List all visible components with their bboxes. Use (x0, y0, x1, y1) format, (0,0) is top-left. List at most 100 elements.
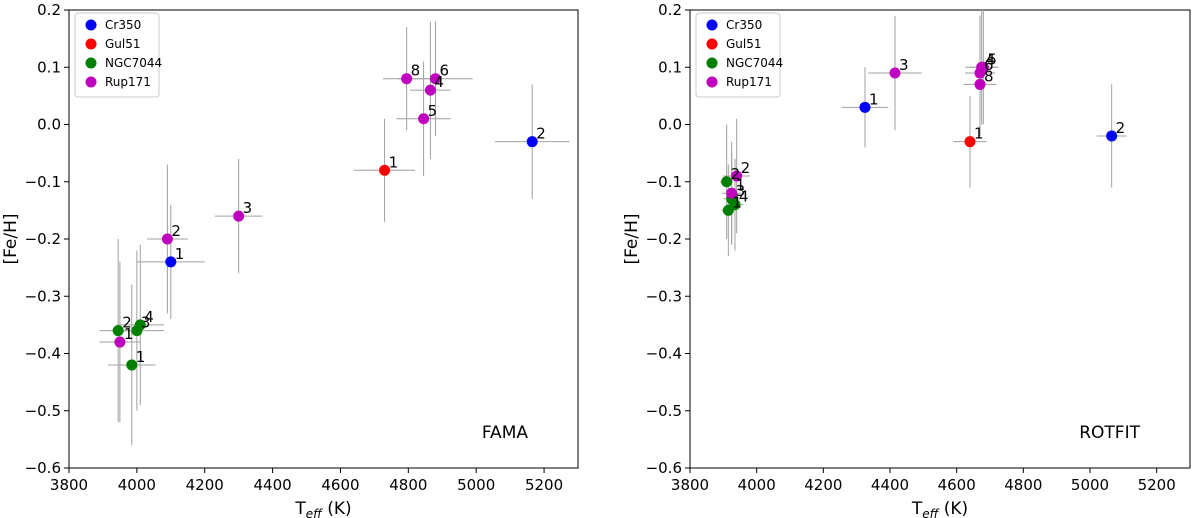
data-point (526, 136, 538, 148)
data-point (729, 199, 741, 211)
y-tick-label: −0.1 (646, 173, 682, 191)
y-tick-label: −0.2 (25, 230, 61, 248)
x-tick-label: 4800 (389, 476, 427, 494)
y-tick-label: −0.4 (25, 345, 61, 363)
y-tick-label: −0.1 (25, 173, 61, 191)
legend-box (74, 12, 160, 98)
panel-title: ROTFIT (1079, 423, 1140, 443)
legend-marker (706, 38, 718, 50)
y-tick-label: −0.4 (646, 345, 682, 363)
point-label: 2 (171, 222, 181, 240)
point-label: 1 (736, 176, 746, 194)
point-label: 2 (741, 159, 751, 177)
legend-marker (85, 76, 97, 88)
point-label: 4 (144, 308, 154, 326)
fama-panel: 3800 4000 4200 4400 4600 4800 5000 5200 −0.6 −0.5… (1, 1, 579, 518)
data-point (424, 84, 436, 96)
point-label: 8 (984, 67, 994, 85)
data-point (233, 210, 245, 222)
x-tick-label: 5000 (457, 476, 495, 494)
legend-label: Gul51 (105, 37, 141, 51)
x-tick-label: 4600 (321, 476, 359, 494)
legend-label: Rup171 (105, 75, 151, 89)
data-point (418, 113, 430, 125)
data-point (726, 187, 738, 199)
point-label: 1 (732, 193, 742, 211)
x-tick-label: 4000 (738, 476, 776, 494)
panel-title: FAMA (482, 423, 529, 443)
legend-label: Cr350 (105, 18, 141, 32)
legend-marker (706, 57, 718, 69)
x-tick-label: 4400 (254, 476, 292, 494)
point-label: 5 (428, 102, 438, 120)
point-label: 2 (731, 165, 741, 183)
y-tick-label: 0.0 (37, 116, 61, 134)
point-label: 6 (984, 56, 994, 74)
data-point (401, 73, 413, 85)
y-tick-label: −0.3 (25, 287, 61, 305)
y-tick-label: 0.1 (37, 58, 61, 76)
point-label: 8 (411, 62, 421, 80)
y-tick-label: 0.2 (37, 1, 61, 19)
y-tick-label: −0.5 (646, 402, 682, 420)
point-label: 4 (434, 73, 444, 91)
data-point (721, 176, 733, 188)
point-label: 4 (739, 188, 749, 206)
data-point (974, 78, 986, 90)
x-axis-label: Teff (K) (911, 499, 968, 518)
legend-marker (706, 76, 718, 88)
legend-label: NGC7044 (105, 56, 162, 70)
legend-box (695, 12, 781, 98)
y-tick-label: −0.6 (646, 459, 682, 477)
point-label: 5 (987, 50, 997, 68)
point-label: 3 (736, 182, 746, 200)
legend-marker (85, 38, 97, 50)
x-tick-label: 5000 (1071, 476, 1109, 494)
data-point (731, 170, 743, 182)
legend-marker (706, 19, 718, 31)
data-point (112, 325, 124, 337)
y-tick-label: −0.3 (646, 287, 682, 305)
x-axis-label: Teff (K) (294, 499, 351, 518)
point-label: 3 (899, 56, 909, 74)
point-label: 1 (974, 125, 984, 143)
rotfit-panel: 3800 4000 4200 4400 4600 4800 5000 5200 −0.6 −0.5… (622, 1, 1191, 518)
point-label: 1 (869, 90, 879, 108)
data-point (964, 136, 976, 148)
point-label: 1 (389, 153, 399, 171)
point-label: 2 (536, 125, 546, 143)
point-label: 2 (1116, 119, 1126, 137)
legend-label: Rup171 (726, 75, 772, 89)
legend-marker (85, 57, 97, 69)
y-tick-label: −0.5 (25, 402, 61, 420)
legend-label: Cr350 (726, 18, 762, 32)
y-axis-label: [Fe/H] (1, 213, 21, 264)
data-point (889, 67, 901, 79)
data-point (165, 256, 177, 268)
y-tick-label: 0.1 (658, 58, 682, 76)
point-label: 3 (243, 199, 253, 217)
legend-label: Gul51 (726, 37, 762, 51)
y-tick-label: −0.2 (646, 230, 682, 248)
point-label: 6 (439, 62, 449, 80)
x-tick-label: 4200 (804, 476, 842, 494)
point-label: 1 (136, 348, 146, 366)
legend-marker (85, 19, 97, 31)
x-tick-label: 5200 (1138, 476, 1176, 494)
x-tick-label: 4800 (1004, 476, 1042, 494)
data-point (134, 319, 146, 331)
data-point (114, 336, 126, 348)
data-point (161, 233, 173, 245)
x-tick-label: 3800 (671, 476, 709, 494)
legend-label: NGC7044 (726, 56, 783, 70)
y-tick-label: 0.0 (658, 116, 682, 134)
point-label: 4 (986, 50, 996, 68)
x-tick-label: 4400 (871, 476, 909, 494)
data-point (859, 101, 871, 113)
y-axis-label: [Fe/H] (622, 213, 642, 264)
x-tick-label: 5200 (525, 476, 563, 494)
x-tick-label: 4000 (118, 476, 156, 494)
y-tick-label: −0.6 (25, 459, 61, 477)
x-tick-label: 4200 (186, 476, 224, 494)
